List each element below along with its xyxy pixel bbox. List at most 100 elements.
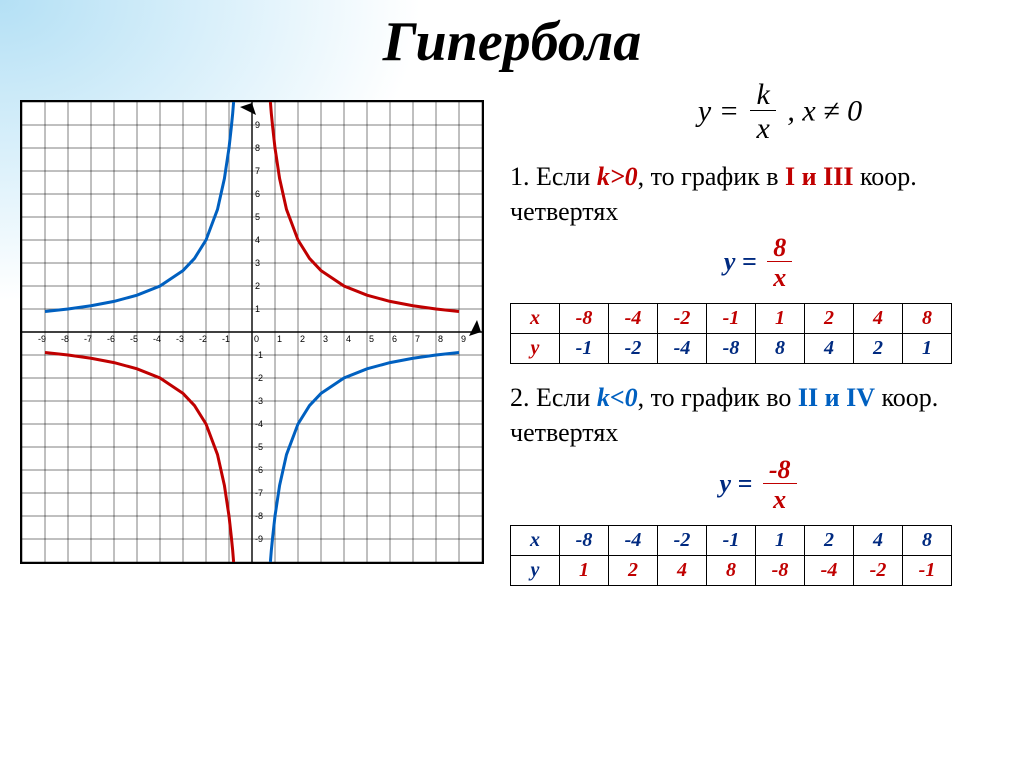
- svg-text:6: 6: [392, 334, 397, 344]
- rule1-den: x: [767, 262, 792, 293]
- table-cell: 4: [658, 555, 707, 585]
- svg-text:-4: -4: [255, 419, 263, 429]
- svg-text:1: 1: [255, 304, 260, 314]
- svg-text:3: 3: [323, 334, 328, 344]
- table-cell: -1: [707, 525, 756, 555]
- rule2-num: -8: [763, 457, 797, 484]
- table-cell: 2: [854, 334, 903, 364]
- svg-text:5: 5: [369, 334, 374, 344]
- svg-text:8: 8: [255, 143, 260, 153]
- table-cell: -1: [903, 555, 952, 585]
- svg-text:-3: -3: [176, 334, 184, 344]
- rule1-y: y: [724, 247, 736, 276]
- table-cell: -2: [658, 525, 707, 555]
- svg-text:7: 7: [415, 334, 420, 344]
- rule1-prefix: 1. Если: [510, 162, 597, 191]
- table-cell: 4: [805, 334, 854, 364]
- svg-text:-1: -1: [255, 350, 263, 360]
- rule-2-text: 2. Если k<0, то график во II и IV коор. …: [510, 380, 1010, 450]
- svg-text:-4: -4: [153, 334, 161, 344]
- formula-lhs: y: [698, 94, 711, 127]
- svg-text:1: 1: [277, 334, 282, 344]
- table-cell: 4: [854, 304, 903, 334]
- fraction-numerator: k: [750, 80, 775, 111]
- table-cell: -8: [707, 334, 756, 364]
- rule2-fraction: -8 x: [763, 457, 797, 515]
- table-cell: -8: [756, 555, 805, 585]
- svg-text:5: 5: [255, 212, 260, 222]
- rule2-mid: , то график во: [638, 383, 798, 412]
- table-cell: -1: [707, 304, 756, 334]
- explanation-panel: y = k x , x ≠ 0 1. Если k>0, то график в…: [510, 80, 1010, 602]
- table-cell: y: [511, 555, 560, 585]
- table-cell: 2: [805, 304, 854, 334]
- svg-text:3: 3: [255, 258, 260, 268]
- svg-text:7: 7: [255, 166, 260, 176]
- table-cell: 1: [560, 555, 609, 585]
- rule2-table: x-8-4-2-11248y1248-8-4-2-1: [510, 525, 952, 586]
- svg-text:4: 4: [255, 235, 260, 245]
- table-cell: 4: [854, 525, 903, 555]
- rule2-equation: y = -8 x: [510, 457, 1010, 515]
- svg-text:2: 2: [255, 281, 260, 291]
- table-cell: -4: [609, 525, 658, 555]
- rule1-num: 8: [767, 235, 792, 262]
- rule1-kcond: k>0: [597, 162, 638, 191]
- svg-text:-5: -5: [255, 442, 263, 452]
- svg-text:-1: -1: [222, 334, 230, 344]
- svg-text:6: 6: [255, 189, 260, 199]
- svg-text:9: 9: [255, 120, 260, 130]
- rule2-prefix: 2. Если: [510, 383, 597, 412]
- table-cell: x: [511, 304, 560, 334]
- rule1-mid: , то график в: [638, 162, 785, 191]
- table-cell: 1: [903, 334, 952, 364]
- table-cell: -8: [560, 304, 609, 334]
- table-cell: -2: [658, 304, 707, 334]
- table-cell: x: [511, 525, 560, 555]
- table-cell: -8: [560, 525, 609, 555]
- table-cell: 1: [756, 525, 805, 555]
- rule1-fraction: 8 x: [767, 235, 792, 293]
- formula-condition: , x ≠ 0: [787, 94, 862, 127]
- fraction: k x: [750, 80, 775, 147]
- table-cell: 8: [707, 555, 756, 585]
- rule-1-text: 1. Если k>0, то график в I и III коор. ч…: [510, 159, 1010, 229]
- rule2-y: y: [719, 469, 731, 498]
- svg-text:4: 4: [346, 334, 351, 344]
- table-cell: 2: [609, 555, 658, 585]
- svg-text:-6: -6: [107, 334, 115, 344]
- table-cell: -4: [805, 555, 854, 585]
- svg-text:-7: -7: [84, 334, 92, 344]
- svg-text:-6: -6: [255, 465, 263, 475]
- table-cell: 8: [756, 334, 805, 364]
- svg-text:0: 0: [254, 334, 259, 344]
- page-title: Гипербола: [0, 10, 1024, 74]
- fraction-denominator: x: [750, 111, 775, 147]
- svg-text:9: 9: [461, 334, 466, 344]
- svg-text:-5: -5: [130, 334, 138, 344]
- rule1-table: x-8-4-2-11248y-1-2-4-88421: [510, 303, 952, 364]
- table-cell: -4: [658, 334, 707, 364]
- hyperbola-chart: -9-9-8-8-7-7-6-6-5-5-4-4-3-3-2-2-1-10112…: [20, 100, 484, 564]
- table-cell: 1: [756, 304, 805, 334]
- table-cell: 8: [903, 525, 952, 555]
- svg-text:-8: -8: [255, 511, 263, 521]
- svg-text:-9: -9: [255, 534, 263, 544]
- chart-svg: -9-9-8-8-7-7-6-6-5-5-4-4-3-3-2-2-1-10112…: [22, 102, 482, 562]
- main-formula: y = k x , x ≠ 0: [550, 80, 1010, 147]
- svg-text:-3: -3: [255, 396, 263, 406]
- rule2-quads: II и IV: [798, 383, 875, 412]
- svg-text:2: 2: [300, 334, 305, 344]
- table-cell: y: [511, 334, 560, 364]
- rule2-den: x: [763, 484, 797, 515]
- svg-text:-2: -2: [255, 373, 263, 383]
- table-cell: -2: [854, 555, 903, 585]
- svg-text:-8: -8: [61, 334, 69, 344]
- rule1-quads: I и III: [785, 162, 853, 191]
- svg-text:-9: -9: [38, 334, 46, 344]
- svg-text:8: 8: [438, 334, 443, 344]
- table-cell: -1: [560, 334, 609, 364]
- table-cell: -4: [609, 304, 658, 334]
- table-cell: -2: [609, 334, 658, 364]
- table-cell: 2: [805, 525, 854, 555]
